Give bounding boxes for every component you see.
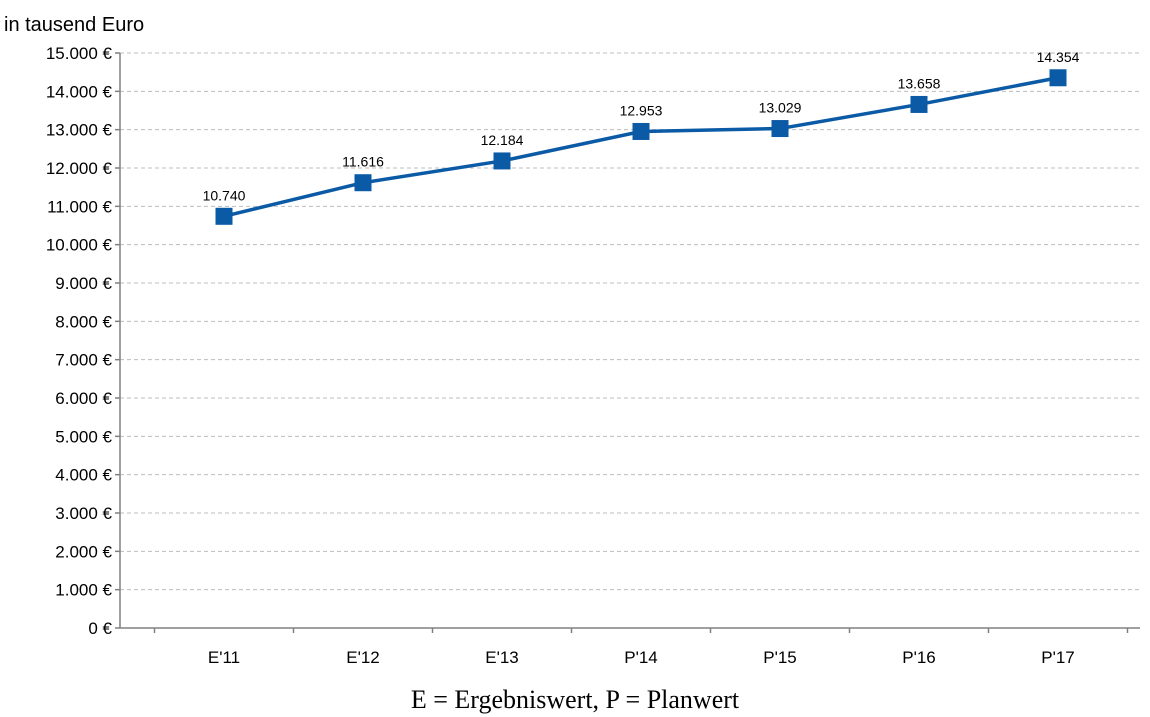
data-label: 14.354 bbox=[1037, 49, 1080, 65]
x-tick-label: P'17 bbox=[1041, 648, 1075, 667]
data-point-marker bbox=[910, 95, 928, 113]
gridlines bbox=[120, 52, 1140, 591]
y-tick-label: 10.000 € bbox=[46, 236, 113, 255]
y-tick-label: 9.000 € bbox=[55, 274, 112, 293]
data-label: 13.658 bbox=[898, 75, 941, 91]
series-layer bbox=[215, 69, 1067, 225]
x-tick-label: P'15 bbox=[763, 648, 797, 667]
y-tick-label: 13.000 € bbox=[46, 121, 113, 140]
data-point-marker bbox=[215, 207, 233, 225]
series-line bbox=[223, 76, 1059, 219]
y-tick-label: 6.000 € bbox=[55, 389, 112, 408]
y-tick-label: 3.000 € bbox=[55, 504, 112, 523]
axes bbox=[115, 52, 1140, 633]
y-tick-label: 2.000 € bbox=[55, 542, 112, 561]
y-tick-label: 8.000 € bbox=[55, 312, 112, 331]
footnote: E = Ergebniswert, P = Planwert bbox=[411, 685, 740, 714]
y-tick-label: 11.000 € bbox=[47, 197, 112, 216]
data-point-marker bbox=[632, 122, 650, 140]
x-tick-label: E'11 bbox=[208, 648, 240, 667]
unit-label: in tausend Euro bbox=[4, 14, 144, 36]
data-label: 12.953 bbox=[620, 102, 663, 118]
x-tick-label: E'13 bbox=[485, 648, 519, 667]
y-tick-label: 7.000 € bbox=[55, 351, 112, 370]
y-tick-label: 4.000 € bbox=[55, 466, 112, 485]
data-point-marker bbox=[771, 120, 789, 138]
x-tick-label: P'16 bbox=[902, 648, 936, 667]
data-labels: 10.740 11.616 12.184 12.953 13.029 13.658 14.3… bbox=[203, 49, 1080, 204]
data-point-marker bbox=[493, 152, 511, 170]
data-label: 13.029 bbox=[759, 100, 802, 116]
y-tick-label: 5.000 € bbox=[55, 427, 112, 446]
x-tick-labels: E'11 E'12 E'13 P'14 P'15 P'16 P'17 bbox=[208, 648, 1075, 667]
data-label: 11.616 bbox=[342, 154, 384, 170]
x-tick-label: E'12 bbox=[346, 648, 380, 667]
y-tick-labels: 0 € 1.000 € 2.000 € 3.000 € 4.000 € 5.000 € 6.… bbox=[46, 44, 113, 638]
y-tick-label: 1.000 € bbox=[55, 581, 112, 600]
data-point-marker bbox=[354, 174, 372, 192]
y-tick-label: 14.000 € bbox=[46, 82, 113, 101]
y-tick-label: 15.000 € bbox=[46, 44, 113, 63]
x-tick-label: P'14 bbox=[624, 648, 658, 667]
y-tick-label: 0 € bbox=[88, 619, 112, 638]
y-tick-label: 12.000 € bbox=[46, 159, 113, 178]
data-label: 10.740 bbox=[203, 187, 246, 203]
data-point-marker bbox=[1049, 69, 1067, 87]
data-label: 12.184 bbox=[481, 132, 524, 148]
